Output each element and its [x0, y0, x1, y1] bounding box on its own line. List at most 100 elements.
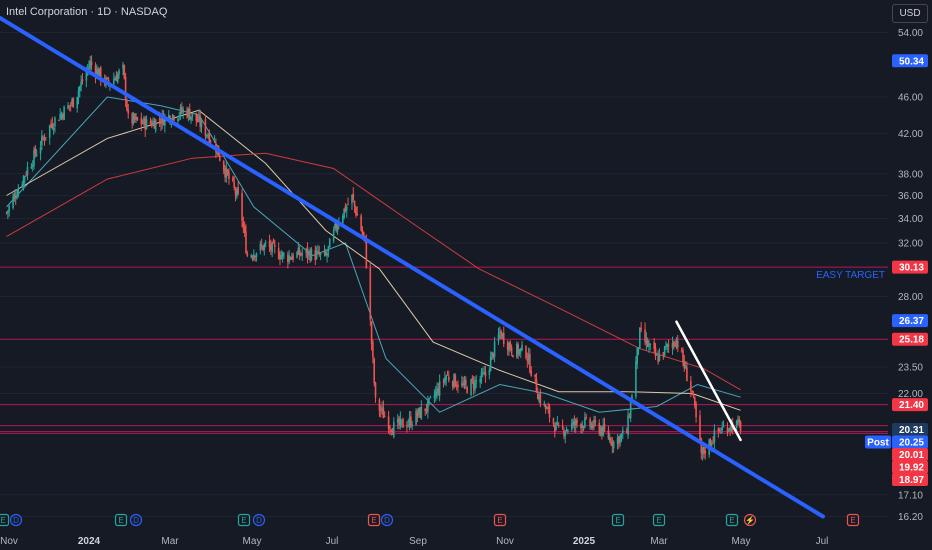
candle-body	[178, 115, 181, 118]
candle-body	[81, 79, 84, 82]
candle-body	[616, 437, 619, 444]
y-axis-tick-label: 46.00	[898, 93, 923, 104]
candle-body	[521, 344, 523, 350]
y-axis-tick-label: 28.00	[898, 292, 923, 303]
candle-body	[307, 251, 310, 255]
candle-body	[637, 347, 640, 350]
candle-body	[198, 115, 200, 121]
candle-body	[653, 342, 656, 350]
candle-body	[445, 375, 447, 381]
candle-body	[488, 369, 491, 375]
candle-body	[324, 251, 327, 256]
candle-body	[382, 407, 385, 419]
candle-body	[48, 125, 51, 138]
candle-body	[67, 104, 69, 109]
candle-body	[113, 78, 115, 84]
candle-body	[509, 341, 512, 350]
candle-body	[739, 421, 742, 432]
candle-body	[79, 86, 81, 91]
candle-body	[420, 407, 423, 419]
candle-body	[517, 344, 519, 355]
candle-body	[457, 384, 459, 388]
candle-body	[453, 373, 455, 388]
candle-body	[373, 358, 376, 384]
candle-body	[99, 67, 102, 81]
candle-body	[254, 255, 256, 258]
candle-body	[491, 351, 493, 356]
candle-body	[250, 255, 253, 258]
candle-body	[611, 442, 614, 446]
candle-body	[379, 409, 382, 411]
dividend-event-icon	[380, 513, 394, 527]
candle-body	[635, 361, 637, 397]
lightning-event-icon	[743, 513, 757, 527]
candle-body	[135, 116, 137, 120]
candle-body	[88, 67, 90, 71]
candle-body	[317, 250, 319, 252]
event-marker-label: ⚡	[745, 515, 755, 525]
candle-body	[682, 349, 684, 362]
candle-body	[14, 195, 17, 198]
candle-body	[556, 422, 559, 424]
candle-body	[50, 123, 52, 125]
symbol-title: Intel Corporation · 1D · NASDAQ	[6, 6, 168, 18]
candle-body	[127, 109, 130, 114]
candle-body	[610, 439, 612, 445]
candle-body	[519, 348, 522, 352]
price-tag-label: 26.37	[899, 316, 924, 327]
candle-body	[502, 332, 505, 345]
candle-body	[530, 370, 533, 377]
candle-body	[255, 252, 258, 258]
candle-body	[589, 418, 591, 427]
candle-body	[704, 450, 707, 454]
candle-body	[8, 205, 10, 212]
y-axis-tick-label: 54.00	[898, 28, 923, 39]
candle-body	[402, 418, 404, 428]
candle-body	[106, 77, 109, 79]
candle-body	[323, 250, 326, 254]
candle-body	[360, 215, 362, 231]
candle-body	[684, 365, 687, 369]
candle-body	[567, 429, 569, 431]
candle-body	[644, 329, 646, 342]
candle-body	[30, 166, 33, 169]
candle-body	[355, 207, 357, 216]
currency-button[interactable]: USD	[892, 4, 928, 23]
earnings-event-icon	[493, 513, 507, 527]
price-tag-21.40	[892, 398, 928, 412]
candle-body	[115, 77, 118, 82]
candle-body	[738, 418, 741, 423]
candle-body	[89, 61, 92, 68]
candle-body	[573, 421, 576, 426]
candle-body	[683, 360, 686, 369]
candle-body	[290, 257, 293, 260]
candle-body	[288, 255, 290, 262]
candle-body	[737, 419, 739, 423]
candle-body	[59, 114, 61, 120]
candle-body	[336, 225, 339, 232]
candle-body	[720, 432, 722, 434]
candle-body	[572, 420, 574, 426]
x-axis-tick-label: Mar	[161, 536, 179, 547]
candle-body	[305, 248, 307, 253]
candle-body	[72, 97, 75, 108]
candle-body	[553, 425, 556, 432]
candle-body	[43, 138, 46, 141]
candle-body	[399, 418, 402, 426]
candle-body	[483, 372, 485, 374]
candle-body	[461, 382, 463, 386]
candle-body	[327, 245, 330, 252]
candle-body	[243, 226, 246, 233]
price-tag-label: 20.25	[899, 438, 924, 449]
candle-body	[565, 429, 568, 431]
price-tag-25.18	[892, 332, 928, 346]
candle-body	[543, 403, 546, 405]
candle-body	[693, 397, 696, 406]
candle-body	[389, 426, 391, 429]
candle-body	[437, 388, 440, 395]
x-axis-tick-label: May	[732, 536, 751, 547]
candle-body	[464, 379, 467, 386]
candle-body	[591, 424, 594, 429]
